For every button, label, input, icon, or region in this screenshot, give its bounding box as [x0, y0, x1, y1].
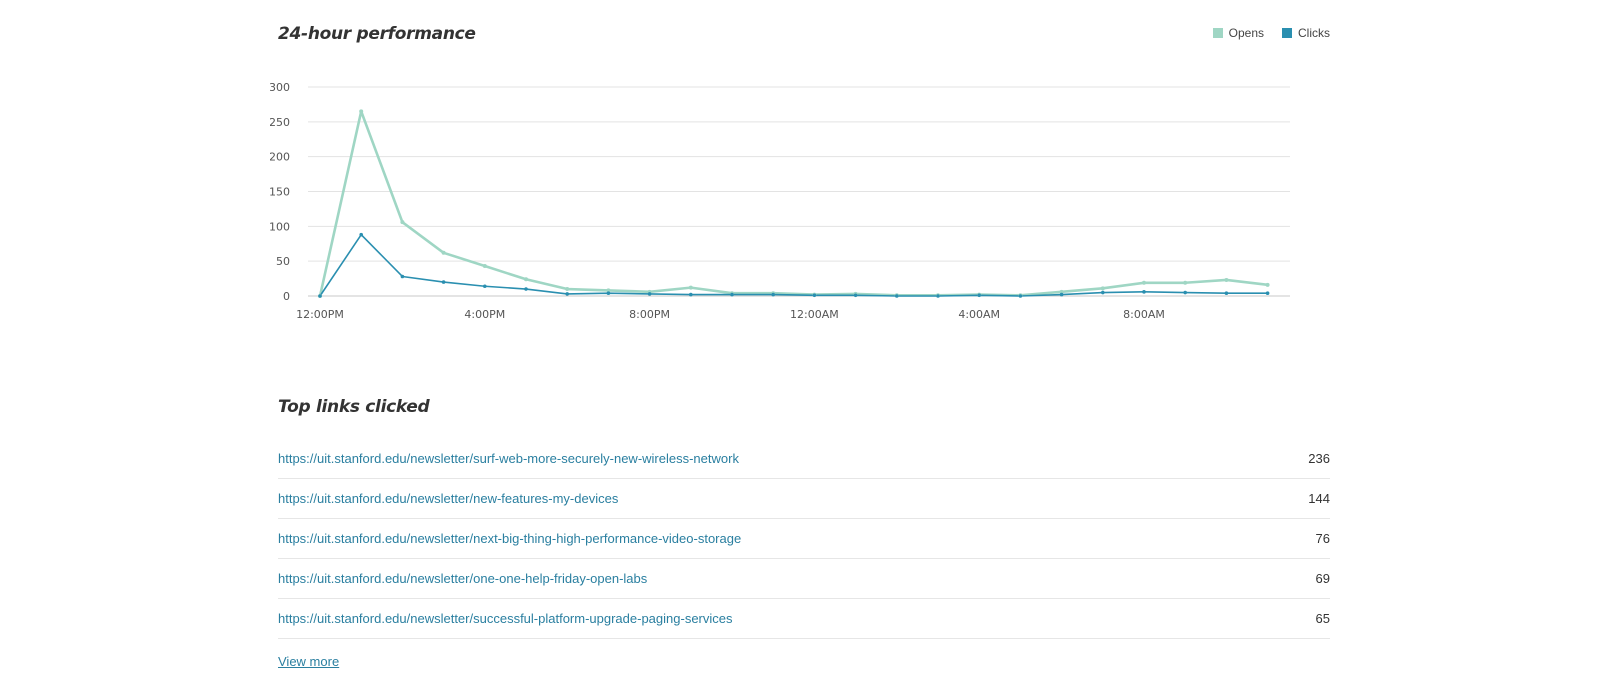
- data-point-opens: [1183, 280, 1188, 285]
- data-point-opens: [1224, 277, 1229, 282]
- data-point-clicks: [1183, 290, 1187, 295]
- x-tick-label: 12:00PM: [296, 308, 344, 321]
- link-url[interactable]: https://uit.stanford.edu/newsletter/one-…: [278, 571, 648, 586]
- x-tick-label: 8:00AM: [1123, 308, 1165, 321]
- x-tick-label: 8:00PM: [629, 308, 670, 321]
- link-url[interactable]: https://uit.stanford.edu/newsletter/new-…: [278, 491, 619, 506]
- legend-item-opens[interactable]: Opens: [1212, 26, 1264, 40]
- x-tick-label: 4:00PM: [464, 308, 505, 321]
- series-line-opens: [318, 110, 1268, 297]
- data-point-clicks: [1018, 294, 1023, 298]
- data-point-clicks: [400, 274, 405, 279]
- link-click-count: 236: [1308, 451, 1330, 466]
- link-click-count: 144: [1308, 491, 1330, 506]
- performance-title: 24-hour performance: [278, 24, 476, 44]
- top-links-title: Top links clicked: [278, 397, 430, 417]
- data-point-opens: [482, 264, 487, 269]
- x-tick-label: 12:00AM: [790, 308, 839, 321]
- data-point-clicks: [895, 294, 899, 298]
- data-point-opens: [606, 288, 611, 293]
- data-point-clicks: [606, 291, 611, 296]
- data-point-clicks: [812, 293, 817, 298]
- y-tick-label: 150: [270, 186, 290, 199]
- data-point-clicks: [565, 292, 569, 296]
- data-point-clicks: [483, 284, 487, 289]
- clicks-swatch: [1282, 28, 1292, 38]
- link-url[interactable]: https://uit.stanford.edu/newsletter/succ…: [278, 611, 733, 626]
- data-point-opens: [400, 220, 405, 225]
- data-point-clicks: [853, 293, 858, 298]
- legend-item-clicks[interactable]: Clicks: [1282, 26, 1330, 40]
- data-point-opens: [1265, 282, 1270, 287]
- data-point-clicks: [1224, 291, 1229, 296]
- data-point-clicks: [318, 294, 322, 298]
- list-item: https://uit.stanford.edu/newsletter/surf…: [278, 439, 1330, 479]
- data-point-opens: [524, 277, 528, 282]
- list-item: https://uit.stanford.edu/newsletter/succ…: [278, 599, 1330, 639]
- data-point-clicks: [524, 287, 528, 291]
- data-point-opens: [1142, 280, 1146, 285]
- y-tick-label: 50: [276, 255, 290, 268]
- top-links-list: https://uit.stanford.edu/newsletter/surf…: [278, 439, 1330, 639]
- data-point-clicks: [689, 292, 693, 297]
- link-click-count: 65: [1315, 611, 1330, 626]
- opens-swatch: [1212, 28, 1223, 38]
- y-tick-label: 200: [270, 151, 290, 164]
- link-url[interactable]: https://uit.stanford.edu/newsletter/surf…: [278, 451, 739, 466]
- y-tick-label: 250: [270, 116, 290, 129]
- data-point-clicks: [441, 280, 446, 284]
- data-point-opens: [565, 287, 570, 292]
- data-point-clicks: [977, 293, 981, 298]
- link-url[interactable]: https://uit.stanford.edu/newsletter/next…: [278, 531, 742, 546]
- data-point-clicks: [1059, 292, 1064, 297]
- y-tick-label: 300: [270, 81, 290, 94]
- data-point-clicks: [771, 292, 775, 297]
- data-point-clicks: [1265, 291, 1270, 296]
- data-point-opens: [1100, 286, 1105, 291]
- chart-legend: Opens Clicks: [1212, 26, 1330, 40]
- data-point-clicks: [1142, 290, 1146, 294]
- legend-label-clicks: Clicks: [1298, 26, 1330, 40]
- view-more-link[interactable]: View more: [278, 654, 340, 669]
- y-tick-label: 0: [283, 290, 290, 303]
- data-point-opens: [688, 285, 693, 290]
- data-point-clicks: [730, 292, 734, 297]
- link-click-count: 69: [1315, 571, 1330, 586]
- performance-chart: 0 50 100 150 200 250 300 12:00PM 4:00PM 8:00PM 12:…: [270, 81, 1290, 321]
- x-tick-label: 4:00AM: [958, 308, 1000, 321]
- y-tick-label: 100: [270, 220, 290, 233]
- legend-label-opens: Opens: [1228, 26, 1264, 40]
- list-item: https://uit.stanford.edu/newsletter/next…: [278, 519, 1330, 559]
- list-item: https://uit.stanford.edu/newsletter/new-…: [278, 479, 1330, 519]
- series-line-clicks: [319, 233, 1268, 297]
- list-item: https://uit.stanford.edu/newsletter/one-…: [278, 559, 1330, 599]
- data-point-clicks: [647, 292, 652, 296]
- data-point-opens: [1059, 289, 1064, 294]
- data-point-clicks: [359, 232, 363, 237]
- data-point-clicks: [1101, 290, 1105, 295]
- link-click-count: 76: [1315, 531, 1330, 546]
- data-point-clicks: [936, 294, 940, 298]
- data-point-opens: [441, 250, 446, 255]
- data-point-opens: [359, 109, 364, 114]
